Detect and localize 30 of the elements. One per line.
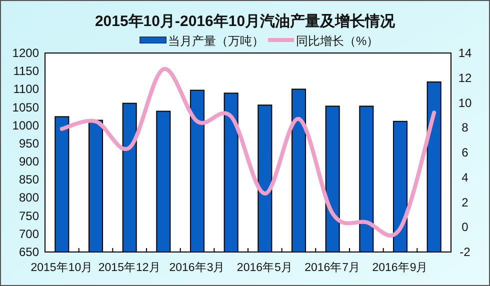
y2-tick-label: 10 (458, 96, 472, 110)
x-tick-label: 2016年3月 (169, 261, 226, 274)
chart-title: 2015年10月-2016年10月汽油产量及增长情况 (94, 13, 396, 30)
y2-tick-label: 0 (462, 220, 469, 234)
y2-tick-label: 2 (462, 195, 469, 210)
legend-label: 当月产量（万吨） (168, 34, 264, 48)
y2-tick-label: 6 (462, 146, 469, 160)
y2-tick-label: 4 (462, 170, 469, 184)
x-tick-label: 2016年9月 (372, 261, 428, 274)
y-tick-label: 850 (18, 172, 40, 187)
y-tick-label: 950 (18, 136, 40, 150)
y2-tick-label: 14 (458, 46, 472, 60)
y2-tick-label: -2 (460, 245, 471, 259)
x-tick-label: 2016年5月 (236, 261, 293, 274)
y-tick-label: 900 (18, 154, 40, 169)
x-tick-label: 2016年7月 (304, 261, 361, 274)
y-tick-label: 1000 (12, 118, 40, 132)
x-tick-label: 2015年12月 (98, 261, 161, 274)
y-tick-label: 1200 (12, 46, 40, 60)
y-tick-label: 800 (18, 190, 40, 205)
y2-tick-label: 12 (458, 70, 472, 85)
y-tick-label: 1100 (13, 82, 40, 96)
y-tick-label: 750 (18, 208, 40, 223)
y-tick-label: 650 (18, 245, 40, 259)
y-tick-label: 1050 (12, 100, 40, 114)
y2-tick-label: 8 (462, 120, 469, 135)
y-tick-label: 1150 (13, 64, 40, 78)
y-tick-label: 700 (18, 226, 40, 241)
legend-label: 同比增长（%） (296, 34, 379, 48)
x-tick-label: 2015年10月 (30, 261, 94, 274)
